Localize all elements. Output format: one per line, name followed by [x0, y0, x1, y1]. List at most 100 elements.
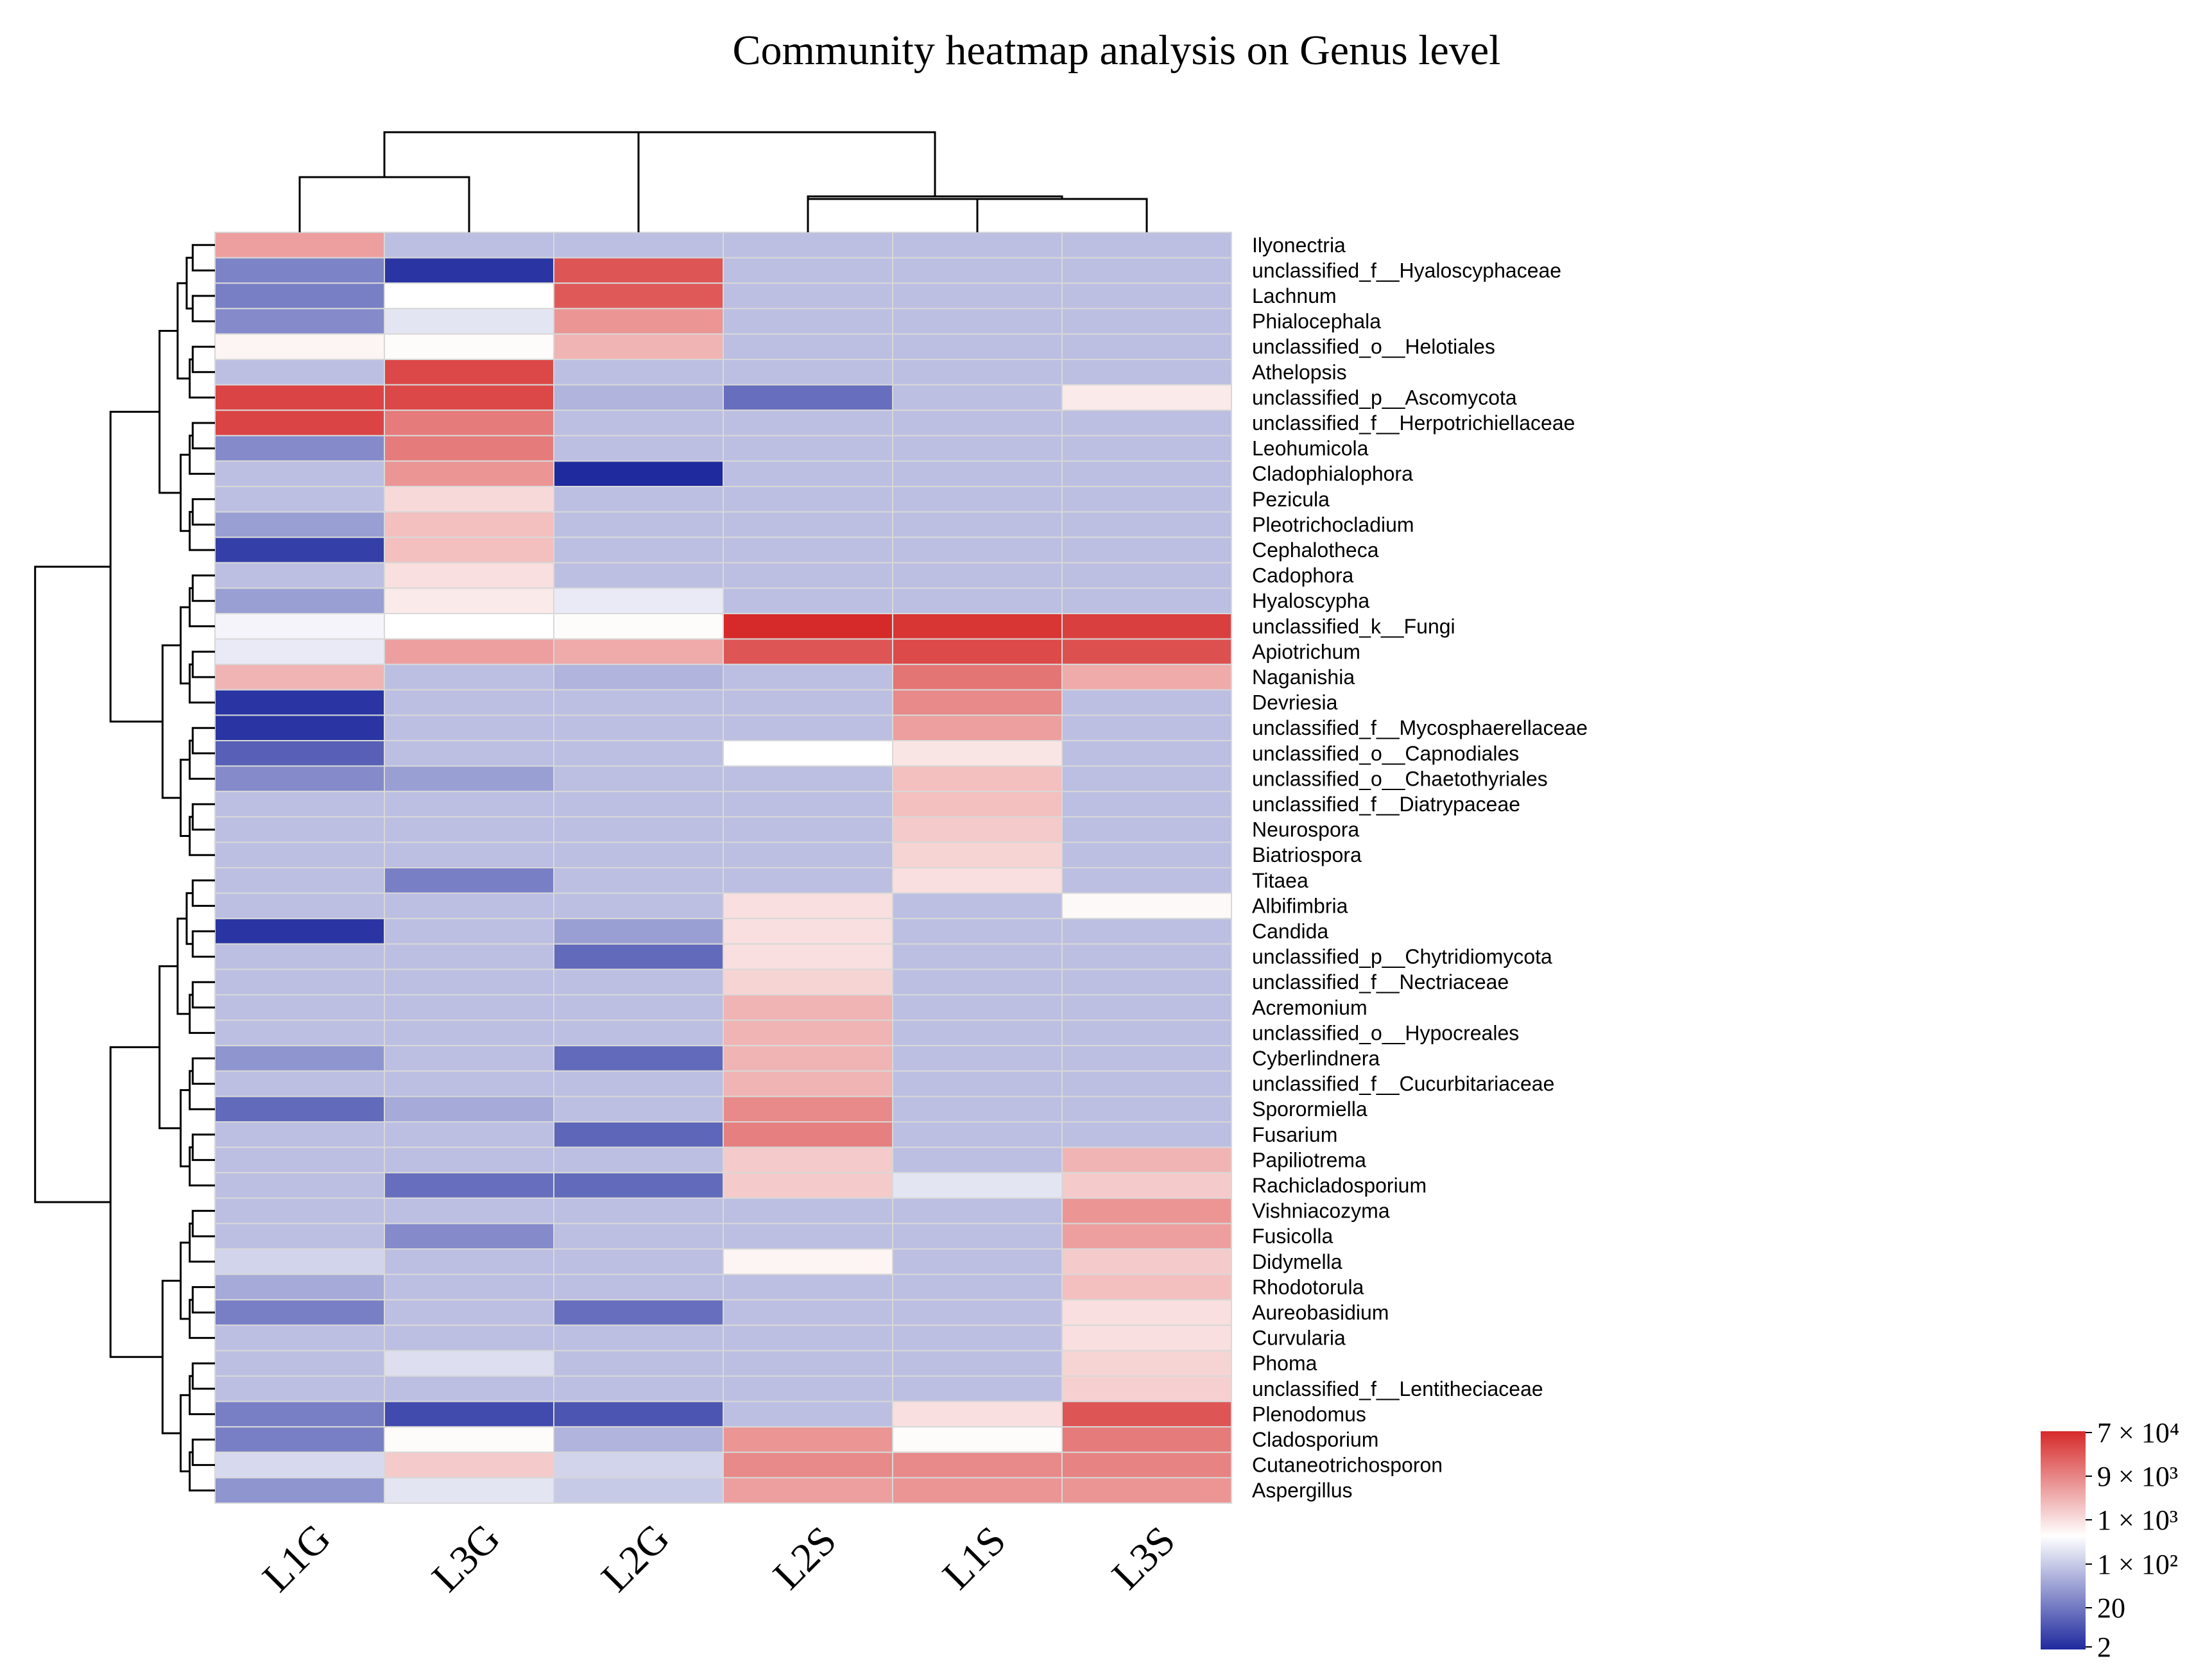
legend-tick-label: 1 × 10³ [2097, 1504, 2178, 1536]
row-label: Didymella [1252, 1250, 1342, 1273]
heatmap-cell [1061, 1223, 1232, 1250]
row-label: Aureobasidium [1252, 1301, 1389, 1324]
heatmap-cell [892, 1146, 1063, 1174]
row-label: Cyberlindnera [1252, 1047, 1380, 1070]
heatmap-cell [553, 1350, 724, 1377]
heatmap-cell [1061, 664, 1232, 691]
heatmap-cell [723, 791, 893, 818]
heatmap-cell [384, 968, 554, 996]
heatmap-cell [553, 1019, 724, 1047]
row-label: Cladosporium [1252, 1428, 1378, 1451]
heatmap-cell [384, 1096, 554, 1123]
heatmap-cell [892, 1400, 1063, 1428]
row-label: unclassified_o__Capnodiales [1252, 742, 1519, 765]
heatmap-cell [723, 1273, 893, 1301]
column-labels: L1G L3G L2G L2S L1S L3S [253, 1515, 1183, 1600]
heatmap-cell [723, 587, 893, 615]
legend-tick-label: 9 × 10³ [2097, 1461, 2178, 1492]
heatmap-cell [1061, 435, 1232, 462]
heatmap-cell [892, 613, 1063, 640]
heatmap-cell [384, 384, 554, 411]
heatmap-cell [384, 307, 554, 335]
row-label: Plenodomus [1252, 1402, 1366, 1425]
dendrogram-branch [176, 282, 190, 380]
heatmap-cell [384, 587, 554, 615]
heatmap-cell [723, 740, 893, 767]
row-label: Fusicolla [1252, 1225, 1333, 1248]
heatmap-cell [1061, 1324, 1232, 1352]
dendrogram-branch [191, 498, 215, 526]
heatmap-cell [384, 994, 554, 1021]
dendrogram-branch [180, 606, 190, 685]
heatmap-cell [892, 1121, 1063, 1148]
heatmap-cell [214, 409, 385, 436]
dendrogram-branch [180, 454, 190, 532]
heatmap-cell [1061, 791, 1232, 818]
heatmap-cell [1061, 257, 1232, 284]
heatmap-cell [892, 1172, 1063, 1199]
heatmap-cell [1061, 994, 1232, 1021]
heatmap-cell [384, 943, 554, 970]
column-label: L1G [253, 1515, 339, 1600]
heatmap-cell [214, 232, 385, 259]
heatmap-cell [892, 232, 1063, 259]
heatmap-cell [892, 689, 1063, 716]
heatmap-cell [892, 1248, 1063, 1275]
row-label: Pleotrichocladium [1252, 513, 1414, 536]
row-label: Lachnum [1252, 284, 1337, 307]
heatmap-cell [723, 1121, 893, 1148]
heatmap-cell [892, 664, 1063, 691]
heatmap-cell [384, 333, 554, 361]
heatmap-cell [214, 587, 385, 615]
dendrogram-branch [191, 244, 215, 271]
heatmap-cell [553, 918, 724, 945]
heatmap-cell [553, 1045, 724, 1072]
dendrogram-branch [191, 1133, 215, 1161]
heatmap-cell [384, 1350, 554, 1377]
heatmap-cell [723, 943, 893, 970]
heatmap-cell [214, 307, 385, 335]
heatmap-cell [553, 460, 724, 488]
heatmap-cell [1061, 409, 1232, 436]
heatmap-cell [892, 1019, 1063, 1047]
heatmap-cell [892, 1070, 1063, 1098]
row-label: Aspergillus [1252, 1479, 1353, 1502]
heatmap-cell [723, 968, 893, 996]
row-label: Curvularia [1252, 1327, 1346, 1350]
column-label: L3G [423, 1515, 508, 1600]
heatmap-cell [892, 1096, 1063, 1123]
heatmap-cell [723, 1477, 893, 1504]
row-label: unclassified_f__Herpotrichiellaceae [1252, 411, 1575, 435]
heatmap-cell [723, 282, 893, 309]
dendrogram-branch [191, 981, 215, 1009]
heatmap-cell [1061, 943, 1232, 970]
heatmap-cell [384, 486, 554, 513]
heatmap-cell [384, 1299, 554, 1326]
heatmap-cell [553, 435, 724, 462]
heatmap-cell [553, 765, 724, 793]
heatmap-cell [214, 537, 385, 564]
heatmap-cell [553, 892, 724, 920]
heatmap-cell [892, 359, 1063, 386]
heatmap-cell [553, 587, 724, 615]
heatmap-cell [553, 1375, 724, 1402]
heatmap-cell [214, 918, 385, 945]
heatmap-cell [1061, 841, 1232, 869]
heatmap-cell [384, 841, 554, 869]
heatmap-cell [214, 435, 385, 462]
heatmap-cell [892, 511, 1063, 538]
heatmap-cell [1061, 282, 1232, 309]
row-labels: Ilyonectriaunclassified_f__Hyaloscyphace… [1252, 234, 1588, 1502]
heatmap-cell [723, 1400, 893, 1428]
heatmap-cell [723, 613, 893, 640]
heatmap-cell [723, 537, 893, 564]
heatmap-cell [892, 409, 1063, 436]
dendrogram-branch [180, 759, 190, 837]
row-label: Cephalotheca [1252, 538, 1379, 562]
heatmap-cell [723, 994, 893, 1021]
heatmap-cell [214, 1375, 385, 1402]
heatmap-cell [553, 1146, 724, 1174]
heatmap-cell [723, 1426, 893, 1453]
heatmap-cell [1061, 232, 1232, 259]
heatmap-cell [553, 1248, 724, 1275]
